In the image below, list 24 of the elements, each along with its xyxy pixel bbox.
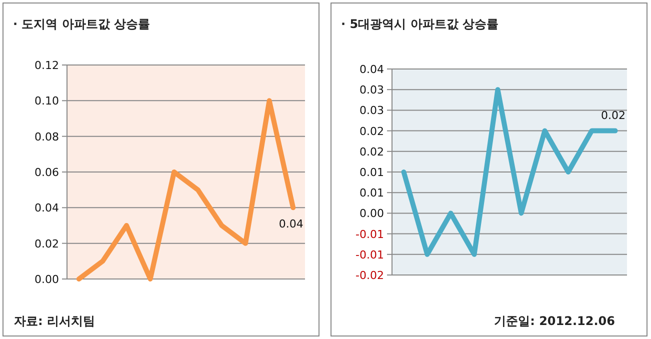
y-tick-label: 0.02 — [360, 124, 384, 138]
y-tick-label: 0.01 — [360, 186, 384, 200]
data-label: 0.02 — [601, 108, 626, 122]
y-tick-label: -0.01 — [356, 248, 384, 262]
y-tick-label: -0.01 — [356, 228, 384, 241]
y-tick-label: 0.08 — [34, 130, 59, 144]
y-tick-label: 0.04 — [360, 63, 384, 76]
y-tick-label: 0.02 — [360, 145, 384, 158]
text: 기준일: 2012.12.06 — [494, 314, 615, 328]
y-tick-label: 0.04 — [34, 202, 59, 215]
y-tick-label: 0.10 — [34, 94, 59, 108]
y-tick-label: 0.03 — [360, 84, 384, 97]
y-tick-label: 0.12 — [34, 59, 59, 72]
text: 자료: 리서치팀 — [14, 314, 95, 328]
chart-title: · 5대광역시 아파트값 상승률 — [341, 17, 498, 31]
y-tick-label: 0.00 — [34, 273, 59, 286]
y-tick-label: 0.02 — [34, 237, 59, 250]
y-tick-label: -0.02 — [356, 269, 384, 282]
y-tick-label: 0.06 — [34, 166, 59, 179]
y-tick-label: 0.01 — [360, 166, 384, 179]
y-tick-label: 0.03 — [360, 104, 384, 118]
chart-title: · 도지역 아파트값 상승률 — [13, 17, 150, 31]
data-label: 0.04 — [278, 218, 304, 231]
y-tick-label: 0.00 — [360, 207, 384, 220]
